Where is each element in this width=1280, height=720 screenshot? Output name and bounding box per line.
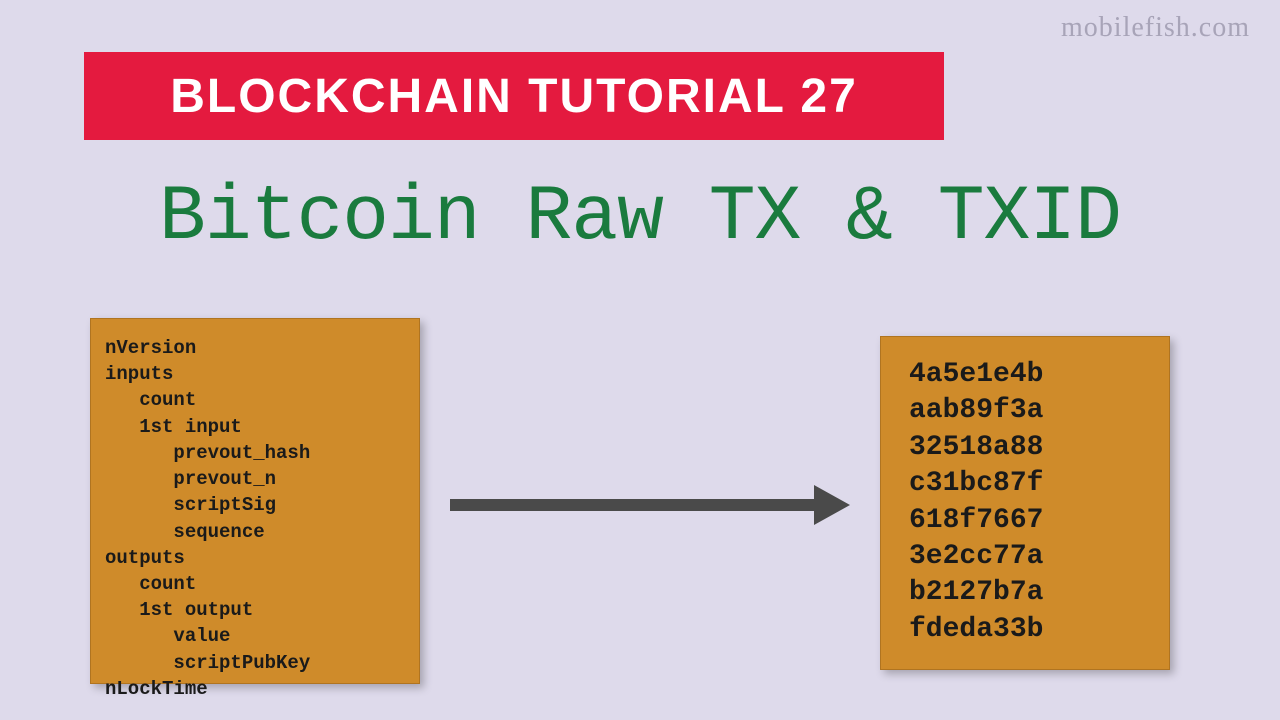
hash-line: 3e2cc77a [909, 539, 1141, 575]
hash-line: b2127b7a [909, 575, 1141, 611]
raw-tx-structure-card: nVersion inputs count 1st input prevout_… [90, 318, 420, 684]
hash-line: 32518a88 [909, 430, 1141, 466]
hash-line: 4a5e1e4b [909, 357, 1141, 393]
subtitle: Bitcoin Raw TX & TXID [0, 174, 1280, 262]
watermark: mobilefish.com [1061, 12, 1250, 44]
hash-line: c31bc87f [909, 466, 1141, 502]
arrow-icon [450, 485, 850, 525]
hash-line: 618f7667 [909, 503, 1141, 539]
title-banner: BLOCKCHAIN TUTORIAL 27 [84, 52, 944, 140]
hash-line: fdeda33b [909, 612, 1141, 648]
txid-hash-card: 4a5e1e4baab89f3a32518a88c31bc87f618f7667… [880, 336, 1170, 670]
banner-text: BLOCKCHAIN TUTORIAL 27 [170, 69, 858, 124]
hash-line: aab89f3a [909, 393, 1141, 429]
